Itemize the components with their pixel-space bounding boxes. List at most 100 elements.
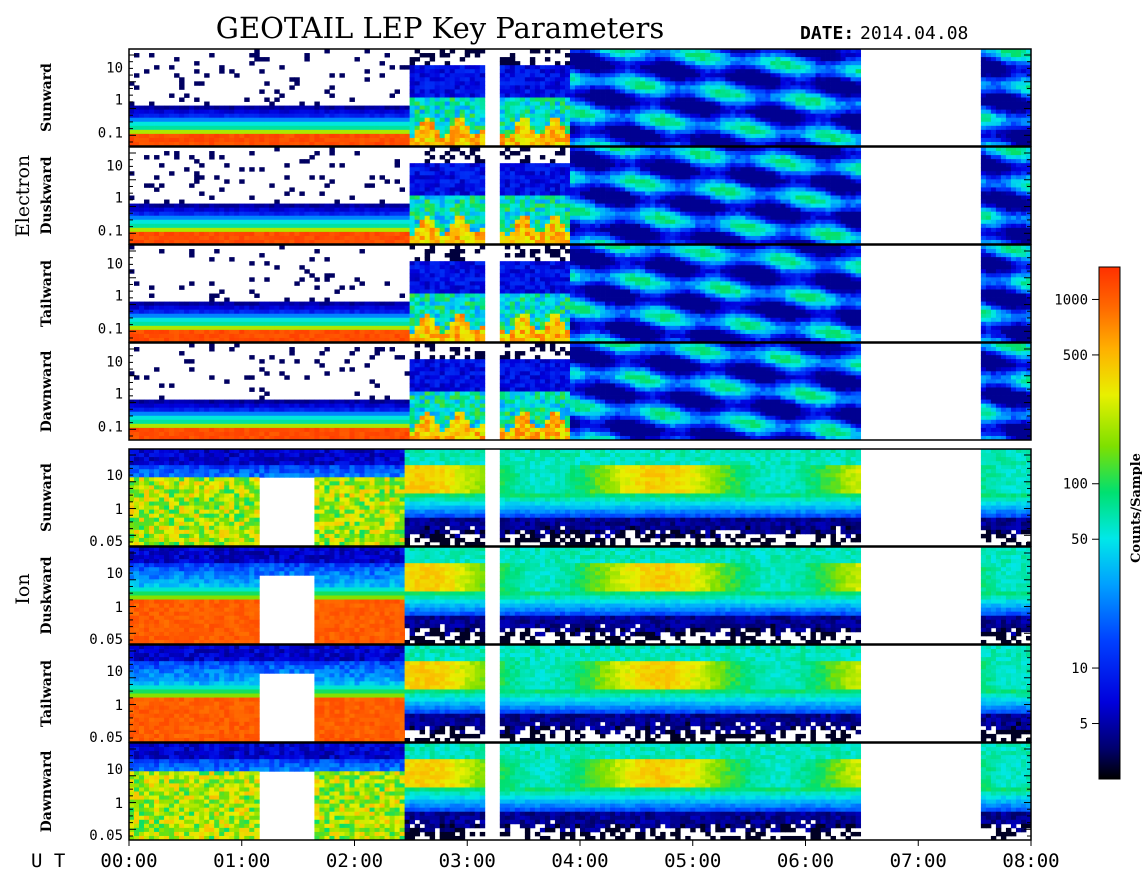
heat-cell [234,110,239,114]
heat-cell [1016,65,1021,69]
heat-cell [129,126,134,130]
heat-cell [630,224,635,228]
heat-cell [600,122,605,126]
heat-cell [450,200,455,204]
heat-cell [630,57,635,61]
heat-cell [585,163,590,167]
heat-cell [765,126,770,130]
heat-cell [570,175,575,179]
heat-cell [430,232,435,236]
heat-cell [365,228,370,232]
heat-cell [720,175,725,179]
heat-cell [344,220,349,224]
heat-cell [981,134,986,138]
heat-cell [635,155,640,159]
heat-cell [600,220,605,224]
heat-cell [500,175,505,179]
heat-cell [355,151,360,155]
heat-cell [635,106,640,110]
heat-cell [184,118,189,122]
heat-cell [440,98,445,102]
heat-cell [129,212,134,216]
heat-cell [760,102,765,106]
heat-cell [440,85,445,89]
heat-cell [700,183,705,187]
heat-cell [836,110,841,114]
heat-cell [660,98,665,102]
heat-cell [360,236,365,240]
heat-cell [455,196,460,200]
heat-cell [600,171,605,175]
heat-cell [515,228,520,232]
heat-cell [430,130,435,134]
heat-cell [154,224,159,228]
heat-cell [139,232,144,236]
heat-cell [385,138,390,142]
heat-cell [415,232,420,236]
heat-cell [685,236,690,240]
heat-cell [410,81,415,85]
heat-cell [329,232,334,236]
heat-cell [695,85,700,89]
heat-cell [189,130,194,134]
heat-cell [720,212,725,216]
heat-cell [159,183,164,187]
heat-cell [264,57,269,61]
heat-cell [725,179,730,183]
heat-cell [465,93,470,97]
heat-cell [510,216,515,220]
heat-cell [370,212,375,216]
heat-cell [785,81,790,85]
heat-cell [790,110,795,114]
heat-cell [204,134,209,138]
heat-cell [144,130,149,134]
heat-cell [991,122,996,126]
heat-cell [445,171,450,175]
heat-cell [565,114,570,118]
heat-cell [645,102,650,106]
heat-cell [720,77,725,81]
heat-cell [665,224,670,228]
heat-cell [580,61,585,65]
heat-cell [1006,53,1011,57]
heat-cell [209,220,214,224]
heat-cell [540,89,545,93]
heat-cell [420,175,425,179]
heat-cell [400,216,405,220]
heat-cell [730,110,735,114]
heat-cell [284,138,289,142]
heat-cell [520,98,525,102]
heat-cell [670,69,675,73]
date-label: DATE: [800,23,854,44]
heat-cell [826,138,831,142]
heat-cell [635,187,640,191]
heat-cell [846,73,851,77]
heat-cell [179,85,184,89]
heat-cell [605,236,610,240]
heat-cell [530,57,535,61]
heat-cell [450,167,455,171]
heat-cell [605,73,610,77]
heat-cell [430,236,435,240]
heat-cell [590,155,595,159]
heat-cell [650,216,655,220]
heat-cell [525,196,530,200]
heat-cell [655,224,660,228]
heat-cell [640,196,645,200]
heat-cell [234,134,239,138]
heat-cell [515,200,520,204]
heat-cell [680,57,685,61]
heat-cell [415,65,420,69]
heat-cell [134,208,139,212]
heat-cell [826,110,831,114]
heat-cell [590,167,595,171]
heat-cell [650,171,655,175]
heat-cell [831,114,836,118]
heat-cell [695,61,700,65]
heat-cell [299,126,304,130]
heat-cell [525,85,530,89]
heat-cell [430,77,435,81]
heat-cell [580,102,585,106]
heat-cell [164,134,169,138]
heat-cell [580,212,585,216]
